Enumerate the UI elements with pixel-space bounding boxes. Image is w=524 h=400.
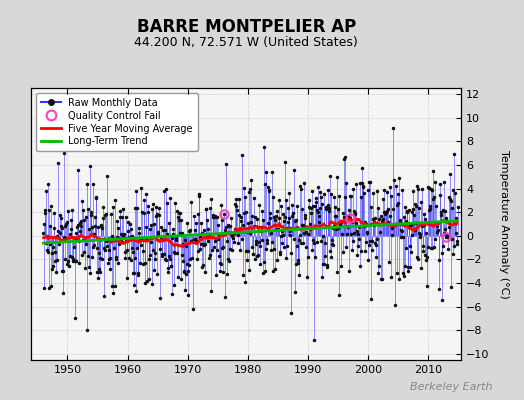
Text: 44.200 N, 72.571 W (United States): 44.200 N, 72.571 W (United States) bbox=[134, 36, 358, 49]
Text: Berkeley Earth: Berkeley Earth bbox=[410, 382, 493, 392]
Y-axis label: Temperature Anomaly (°C): Temperature Anomaly (°C) bbox=[499, 150, 509, 298]
Text: BARRE MONTPELIER AP: BARRE MONTPELIER AP bbox=[137, 18, 356, 36]
Legend: Raw Monthly Data, Quality Control Fail, Five Year Moving Average, Long-Term Tren: Raw Monthly Data, Quality Control Fail, … bbox=[36, 93, 198, 151]
